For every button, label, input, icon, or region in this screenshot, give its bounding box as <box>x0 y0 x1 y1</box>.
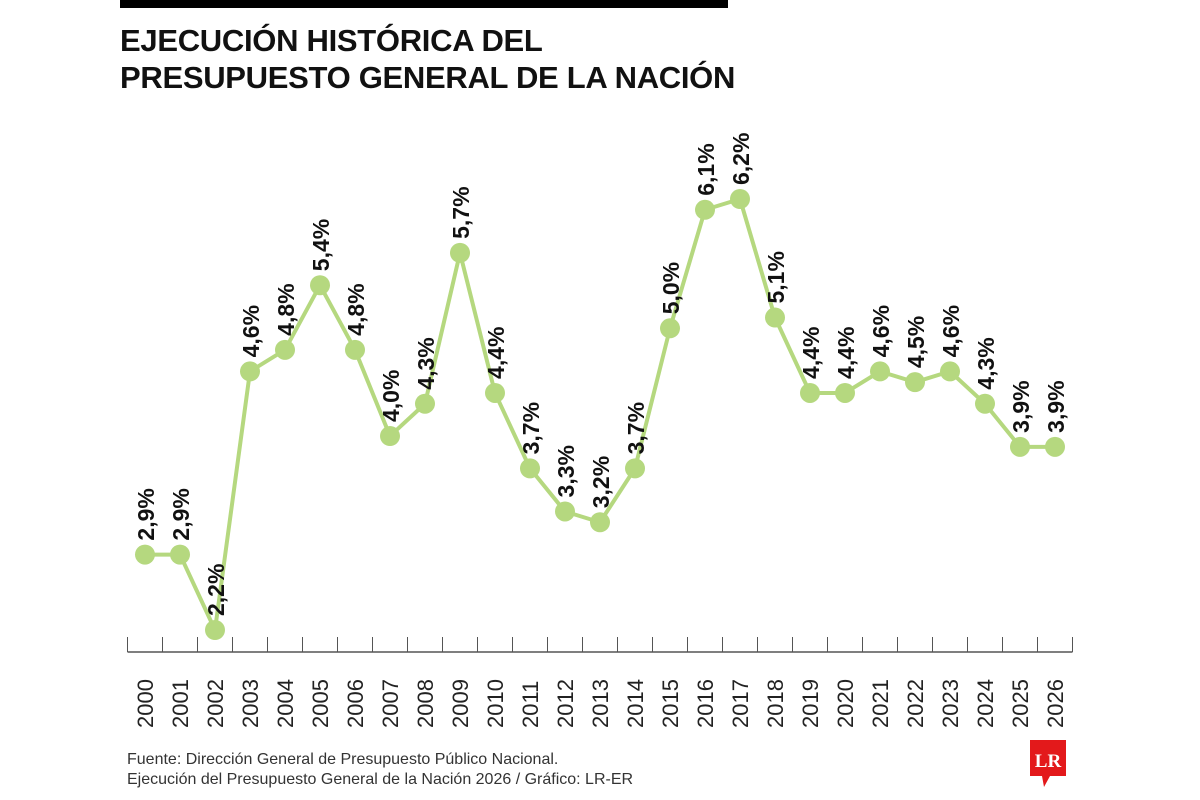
x-tick-label: 2025 <box>1008 679 1033 728</box>
logo-speech-bubble-icon <box>1030 740 1066 787</box>
source-note: Fuente: Dirección General de Presupuesto… <box>127 750 633 790</box>
data-label: 3,7% <box>623 402 649 454</box>
x-tick-label: 2015 <box>658 679 683 728</box>
data-point <box>940 361 960 382</box>
x-tick-label: 2005 <box>308 679 333 728</box>
data-label: 4,4% <box>833 327 859 379</box>
data-point <box>170 544 190 565</box>
x-tick-label: 2010 <box>483 679 508 728</box>
data-label: 4,4% <box>798 327 824 379</box>
data-point <box>590 512 610 533</box>
data-label: 5,1% <box>763 251 789 303</box>
title-line-2: PRESUPUESTO GENERAL DE LA NACIÓN <box>120 60 736 95</box>
data-point <box>275 339 295 360</box>
data-points <box>135 189 1065 640</box>
data-label: 4,6% <box>868 305 894 357</box>
data-point <box>205 620 225 640</box>
x-tick-label: 2024 <box>973 679 998 728</box>
data-point <box>450 242 470 263</box>
data-point <box>555 501 575 522</box>
data-label: 4,8% <box>343 283 369 335</box>
data-point <box>870 361 890 382</box>
x-tick-label: 2012 <box>553 679 578 728</box>
x-tick-label: 2013 <box>588 679 613 728</box>
x-tick-label: 2023 <box>938 679 963 728</box>
data-point <box>135 544 155 565</box>
data-label: 4,5% <box>903 316 929 368</box>
data-point <box>415 393 435 414</box>
data-point <box>730 189 750 209</box>
x-tick-label: 2004 <box>273 679 298 728</box>
x-tick-label: 2002 <box>203 679 228 728</box>
series-line <box>145 197 1055 632</box>
data-label: 5,7% <box>448 186 474 238</box>
x-tick-labels: 2000 2001 2002 2003 2004 2005 2006 2007 2008 2009… <box>133 679 1068 728</box>
data-label: 5,4% <box>308 219 334 271</box>
data-label: 4,0% <box>378 370 404 422</box>
data-point <box>1010 436 1030 457</box>
data-point <box>695 199 715 220</box>
x-tick-label: 2006 <box>343 679 368 728</box>
data-point <box>310 275 330 296</box>
lr-logo: LR <box>1030 740 1066 787</box>
title-line-1: EJECUCIÓN HISTÓRICA DEL <box>120 23 543 58</box>
x-tick-label: 2019 <box>798 679 823 728</box>
x-tick-label: 2020 <box>833 679 858 728</box>
data-label: 3,9% <box>1043 380 1069 432</box>
data-label: 4,3% <box>413 337 439 389</box>
top-bar <box>120 0 728 8</box>
data-label: 3,3% <box>553 445 579 497</box>
data-label: 4,8% <box>273 283 299 335</box>
data-labels: 2,9% 2,9% 2,2% 4,6% 4,8% 5,4% 4,8% 4,0% 4,3% 5,7%… <box>133 133 1069 616</box>
x-tick-label: 2009 <box>448 679 473 728</box>
x-tick-label: 2022 <box>903 679 928 728</box>
x-tick-label: 2021 <box>868 679 893 728</box>
data-label: 3,7% <box>518 402 544 454</box>
data-label: 6,1% <box>693 143 719 195</box>
x-tick-label: 2018 <box>763 679 788 728</box>
x-tick-label: 2003 <box>238 679 263 728</box>
data-label: 3,9% <box>1008 380 1034 432</box>
x-tick-label: 2000 <box>133 679 158 728</box>
data-point <box>835 382 855 403</box>
logo-text: LR <box>1035 751 1062 772</box>
data-point <box>800 382 820 403</box>
x-tick-label: 2016 <box>693 679 718 728</box>
data-label: 2,2% <box>203 564 229 616</box>
x-tick-label: 2014 <box>623 679 648 728</box>
data-label: 2,9% <box>133 488 159 540</box>
x-tick-label: 2017 <box>728 679 753 728</box>
data-label: 4,4% <box>483 327 509 379</box>
data-point <box>520 458 540 479</box>
x-tick-label: 2026 <box>1043 679 1068 728</box>
x-tick-label: 2001 <box>168 679 193 728</box>
data-point <box>625 458 645 479</box>
data-point <box>240 361 260 382</box>
data-label: 4,6% <box>238 305 264 357</box>
x-tick-label: 2011 <box>518 681 543 728</box>
source-line-2: Ejecución del Presupuesto General de la … <box>127 771 634 788</box>
data-point <box>765 307 785 328</box>
data-label: 4,3% <box>973 337 999 389</box>
x-axis <box>127 637 1073 653</box>
x-tick-label: 2007 <box>378 679 403 728</box>
data-point <box>485 382 505 403</box>
data-point <box>1045 436 1065 457</box>
data-label: 6,2% <box>728 133 754 185</box>
data-point <box>975 393 995 414</box>
source-line-1: Fuente: Dirección General de Presupuesto… <box>127 751 559 768</box>
data-label: 2,9% <box>168 488 194 540</box>
data-label: 5,0% <box>658 262 684 314</box>
data-point <box>660 318 680 339</box>
data-label: 4,6% <box>938 305 964 357</box>
data-point <box>380 426 400 447</box>
x-tick-label: 2008 <box>413 679 438 728</box>
data-point <box>905 372 925 393</box>
data-label: 3,2% <box>588 456 614 508</box>
chart-title: EJECUCIÓN HISTÓRICA DEL PRESUPUESTO GENE… <box>120 22 735 96</box>
data-point <box>345 339 365 360</box>
